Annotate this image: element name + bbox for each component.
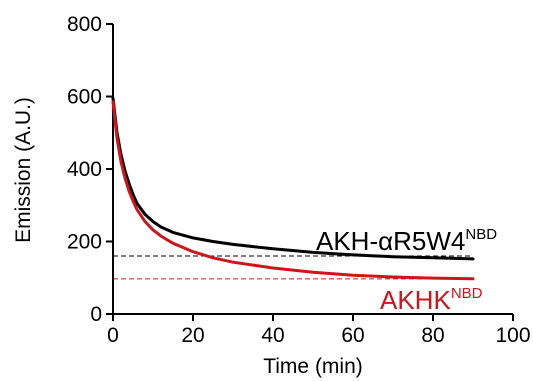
y-axis-title: Emission (A.U.) [12, 97, 35, 243]
axis-ticks: 0 20 40 60 80 100 0 200 400 600 800 [67, 13, 531, 347]
series-label-akhk-name: AKHK [380, 285, 451, 315]
y-tick-label: 0 [90, 303, 102, 326]
series-label-akhk-sup: NBD [451, 285, 483, 302]
x-tick-label: 100 [495, 324, 530, 347]
x-tick-label: 20 [181, 324, 204, 347]
y-tick-label: 800 [67, 13, 102, 36]
x-axis-title: Time (min) [263, 355, 363, 378]
x-tick-label: 40 [261, 324, 284, 347]
x-tick-label: 60 [341, 324, 364, 347]
x-tick-label: 80 [421, 324, 444, 347]
y-tick-label: 200 [67, 231, 102, 254]
series-line-0 [111, 96, 475, 261]
x-tick-label: 0 [107, 324, 119, 347]
plot-area: 0 20 40 60 80 100 0 200 400 600 800 [67, 13, 531, 347]
series-label-akh: AKH-αR5W4NBD [316, 226, 497, 256]
series-label-akh-sup: NBD [465, 226, 497, 243]
y-tick-label: 600 [67, 86, 102, 109]
series-lines [111, 96, 475, 281]
y-tick-label: 400 [67, 158, 102, 181]
series-line-1 [111, 100, 475, 281]
series-label-akh-name: AKH-αR5W4 [316, 226, 465, 256]
series-label-akhk: AKHKNBD [380, 285, 483, 315]
baseline-lines [113, 255, 473, 280]
